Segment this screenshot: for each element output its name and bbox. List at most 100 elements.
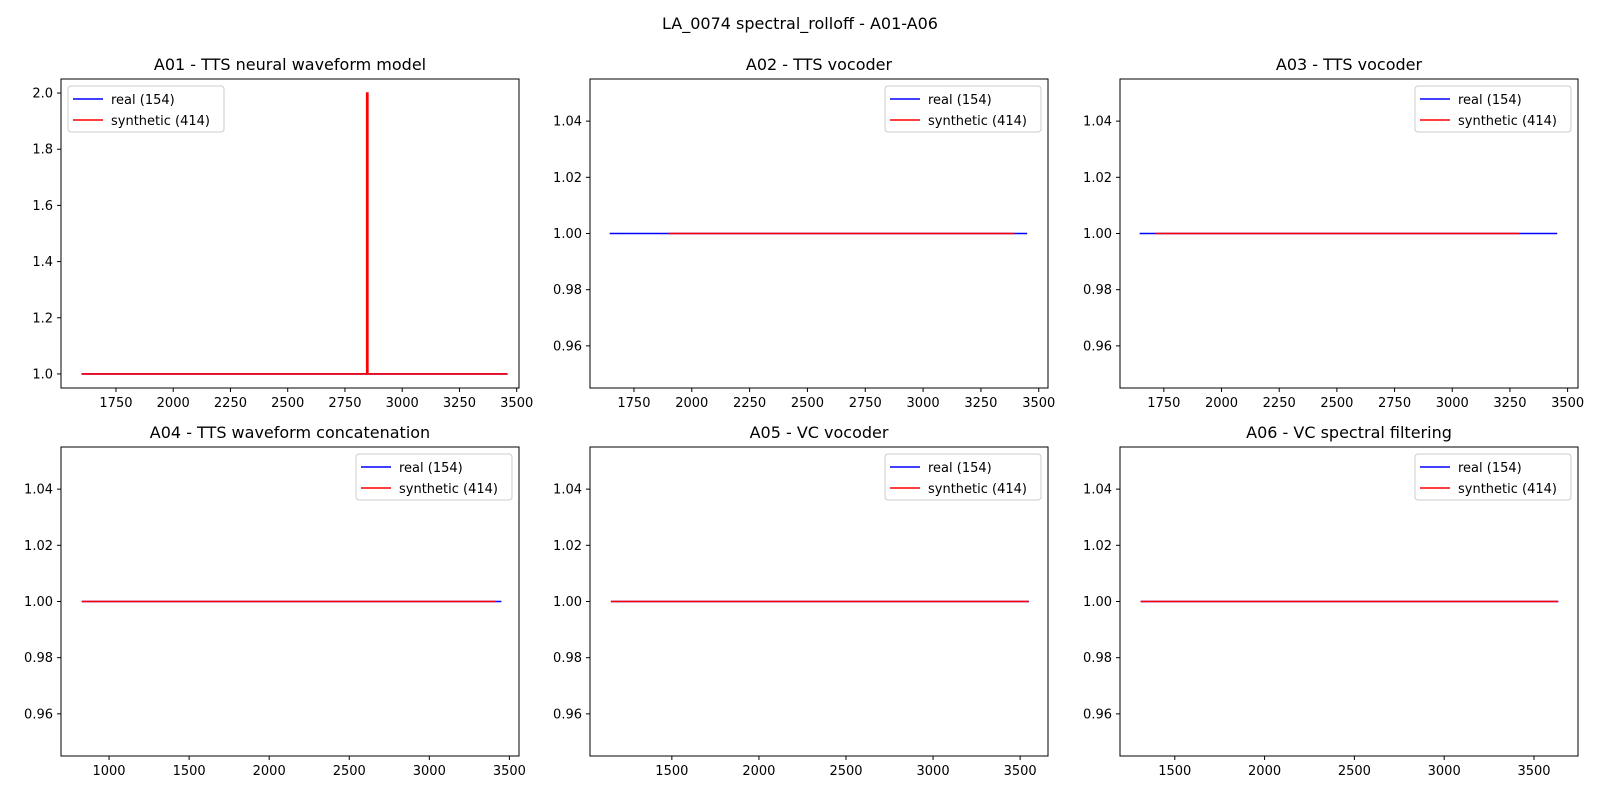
y-tick-label: 1.02 <box>553 171 582 186</box>
y-tick-label: 0.98 <box>553 651 582 666</box>
y-tick-label: 1.00 <box>553 227 582 242</box>
y-tick-label: 0.96 <box>553 339 582 354</box>
y-tick-label: 1.04 <box>1083 483 1112 498</box>
x-tick-label: 1750 <box>99 396 132 411</box>
legend-label-synthetic: synthetic (414) <box>111 114 210 129</box>
legend: real (154) synthetic (414) <box>884 85 1042 133</box>
subplot-title: A02 - TTS vocoder <box>746 55 893 74</box>
legend: real (154) synthetic (414) <box>884 453 1042 501</box>
x-tick-label: 2000 <box>742 764 775 779</box>
y-tick-label: 0.98 <box>1083 651 1112 666</box>
legend: real (154) synthetic (414) <box>355 453 513 501</box>
subplot-title: A01 - TTS neural waveform model <box>154 55 426 74</box>
y-tick-label: 1.6 <box>32 199 53 214</box>
subplot-2: A02 - TTS vocoder 1750 2000 2250 2500 2750 300… <box>553 55 1055 411</box>
subplot-3: A03 - TTS vocoder 1750 2000 2250 2500 2750 300… <box>1083 55 1584 411</box>
x-tick-label: 3500 <box>493 764 526 779</box>
x-tick-label: 2750 <box>328 396 361 411</box>
legend-label-real: real (154) <box>1458 461 1522 476</box>
x-tick-label: 1500 <box>655 764 688 779</box>
legend: real (154) synthetic (414) <box>1414 85 1572 133</box>
x-tick-label: 1750 <box>1147 396 1180 411</box>
legend-label-real: real (154) <box>399 461 463 476</box>
y-tick-label: 0.98 <box>1083 283 1112 298</box>
legend-label-real: real (154) <box>928 461 992 476</box>
x-tick-label: 1500 <box>173 764 206 779</box>
y-tick-label: 1.02 <box>1083 171 1112 186</box>
subplot-6: A06 - VC spectral filtering 1500 2000 2500 3… <box>1083 423 1579 779</box>
y-tick-label: 1.02 <box>24 539 53 554</box>
y-tick-label: 1.04 <box>1083 115 1112 130</box>
x-tick-label: 3000 <box>1436 396 1469 411</box>
series-line-synthetic <box>81 92 508 375</box>
x-tick-label: 2000 <box>157 396 190 411</box>
legend-label-synthetic: synthetic (414) <box>399 482 498 497</box>
x-tick-label: 3500 <box>500 396 533 411</box>
figure-suptitle: LA_0074 spectral_rolloff - A01-A06 <box>662 14 938 34</box>
legend-box <box>884 453 1042 501</box>
x-tick-label: 3500 <box>1517 764 1550 779</box>
x-tick-label: 3000 <box>1428 764 1461 779</box>
legend-label-real: real (154) <box>928 93 992 108</box>
legend-label-real: real (154) <box>111 93 175 108</box>
x-tick-label: 2000 <box>1205 396 1238 411</box>
x-tick-label: 3000 <box>917 764 950 779</box>
x-tick-label: 2500 <box>1338 764 1371 779</box>
x-tick-label: 2250 <box>733 396 766 411</box>
y-tick-label: 0.96 <box>1083 339 1112 354</box>
y-tick-label: 0.96 <box>24 707 53 722</box>
y-tick-label: 1.8 <box>32 143 53 158</box>
x-tick-label: 2000 <box>1248 764 1281 779</box>
legend-label-real: real (154) <box>1458 93 1522 108</box>
subplot-4: A04 - TTS waveform concatenation 1000 1500… <box>24 423 526 779</box>
y-tick-label: 1.04 <box>553 483 582 498</box>
x-tick-label: 2500 <box>791 396 824 411</box>
y-tick-label: 0.96 <box>1083 707 1112 722</box>
legend-box <box>1414 453 1572 501</box>
y-tick-label: 1.00 <box>1083 595 1112 610</box>
x-tick-label: 3500 <box>1551 396 1584 411</box>
y-tick-label: 1.0 <box>32 367 53 382</box>
y-tick-label: 1.00 <box>24 595 53 610</box>
x-tick-label: 2000 <box>253 764 286 779</box>
y-tick-label: 2.0 <box>32 87 53 102</box>
y-tick-label: 1.2 <box>32 311 53 326</box>
y-tick-label: 1.02 <box>1083 539 1112 554</box>
x-tick-label: 2250 <box>214 396 247 411</box>
y-tick-label: 1.00 <box>553 595 582 610</box>
y-tick-label: 1.4 <box>32 255 53 270</box>
subplot-title: A04 - TTS waveform concatenation <box>150 423 430 442</box>
legend-label-synthetic: synthetic (414) <box>928 482 1027 497</box>
x-tick-label: 2500 <box>271 396 304 411</box>
x-tick-label: 2500 <box>333 764 366 779</box>
axes-frame <box>60 78 520 389</box>
x-tick-label: 2750 <box>1378 396 1411 411</box>
x-tick-label: 1750 <box>617 396 650 411</box>
legend-box <box>1414 85 1572 133</box>
x-tick-label: 3500 <box>1004 764 1037 779</box>
y-tick-label: 0.98 <box>24 651 53 666</box>
y-tick-label: 1.00 <box>1083 227 1112 242</box>
x-tick-label: 3250 <box>964 396 997 411</box>
x-tick-label: 3250 <box>1493 396 1526 411</box>
subplot-title: A06 - VC spectral filtering <box>1246 423 1452 442</box>
x-tick-label: 2750 <box>849 396 882 411</box>
legend: real (154) synthetic (414) <box>67 85 225 133</box>
legend-box <box>67 85 225 133</box>
y-tick-label: 0.98 <box>553 283 582 298</box>
x-tick-label: 3000 <box>413 764 446 779</box>
x-tick-label: 2250 <box>1263 396 1296 411</box>
legend: real (154) synthetic (414) <box>1414 453 1572 501</box>
y-tick-label: 0.96 <box>553 707 582 722</box>
x-tick-label: 3500 <box>1022 396 1055 411</box>
legend-label-synthetic: synthetic (414) <box>1458 482 1557 497</box>
subplot-1: A01 - TTS neural waveform model 1750 2000 2… <box>32 55 533 411</box>
legend-label-synthetic: synthetic (414) <box>1458 114 1557 129</box>
subplot-grid: A01 - TTS neural waveform model 1750 2000 2… <box>24 55 1584 779</box>
x-tick-label: 3250 <box>443 396 476 411</box>
subplot-title: A05 - VC vocoder <box>750 423 889 442</box>
legend-label-synthetic: synthetic (414) <box>928 114 1027 129</box>
y-tick-label: 1.04 <box>24 483 53 498</box>
